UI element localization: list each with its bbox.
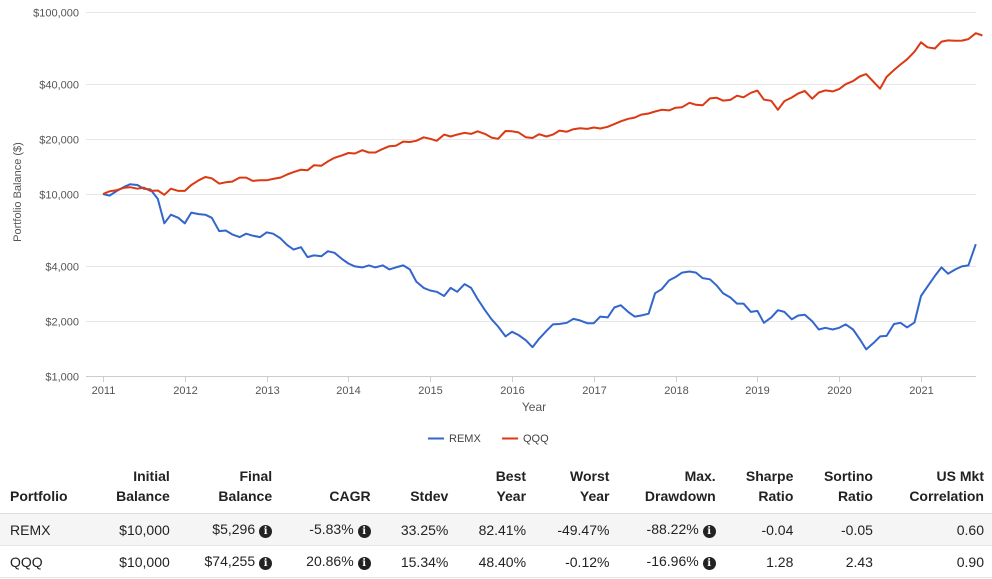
legend-label: REMX <box>449 433 481 445</box>
chart-area: $1,000 $2,000 $4,000 $10,000 $20,000 $40,000 $… <box>12 8 983 445</box>
cell-sortino-ratio: 2.43 <box>801 545 881 578</box>
cell-sortino-ratio: -0.05 <box>801 513 881 546</box>
info-icon[interactable]: i <box>702 557 716 570</box>
y-tick-label: $10,000 <box>39 190 79 202</box>
header-best-year: Best Year <box>456 462 535 514</box>
x-tick-label: 2014 <box>336 385 360 397</box>
cell-max-drawdown: -16.96% i <box>617 545 724 578</box>
y-tick-label: $100,000 <box>33 8 79 20</box>
y-tick-label: $2,000 <box>45 317 79 329</box>
header-max-drawdown: Max. Drawdown <box>617 462 724 514</box>
x-tick-label: 2020 <box>827 385 851 397</box>
x-tick-label: 2011 <box>92 385 116 397</box>
cell-stdev: 15.34% <box>378 545 457 578</box>
info-icon[interactable]: i <box>357 525 371 538</box>
info-icon[interactable]: i <box>702 525 716 538</box>
x-tick-label: 2017 <box>582 385 606 397</box>
cell-initial-balance: $10,000 <box>92 545 178 578</box>
series-lines <box>102 32 983 351</box>
header-portfolio: Portfolio <box>0 462 93 514</box>
cell-final-balance: $74,255 i <box>177 545 281 578</box>
cell-final-balance: $5,296 i <box>177 513 281 546</box>
x-tick-label: 2016 <box>500 385 524 397</box>
x-tick-label: 2018 <box>664 385 688 397</box>
x-tick-label: 2021 <box>909 385 933 397</box>
y-tick-label: $1,000 <box>45 372 79 384</box>
y-tick-label: $20,000 <box>39 135 79 147</box>
y-axis-title: Portfolio Balance ($) <box>12 142 24 242</box>
x-tick-label: 2012 <box>173 385 197 397</box>
legend-item-qqq[interactable]: QQQ <box>502 433 549 445</box>
statistics-table: Portfolio Initial Balance Final Balance CA… <box>0 462 992 578</box>
cell-portfolio: REMX <box>0 513 93 546</box>
header-initial-balance: Initial Balance <box>92 462 178 514</box>
x-axis-title: Year <box>522 400 546 414</box>
table-row: QQQ $10,000 $74,255 i 20.86% i 15.34% 48.4… <box>0 545 992 578</box>
legend-item-remx[interactable]: REMX <box>428 433 481 445</box>
cell-worst-year: -0.12% <box>534 545 618 578</box>
cell-us-mkt-correlation: 0.90 <box>880 545 992 578</box>
cell-sharpe-ratio: -0.04 <box>723 513 802 546</box>
cell-us-mkt-correlation: 0.60 <box>880 513 992 546</box>
x-tick-label: 2013 <box>255 385 279 397</box>
y-tick-label: $4,000 <box>45 262 79 274</box>
portfolio-growth-chart: $1,000 $2,000 $4,000 $10,000 $20,000 $40,000 $… <box>12 8 983 445</box>
y-tick-label: $40,000 <box>39 80 79 92</box>
axes: $1,000 $2,000 $4,000 $10,000 $20,000 $40,000 $… <box>33 8 976 397</box>
grid-lines <box>86 12 976 322</box>
series-line-remx <box>102 183 977 351</box>
cell-worst-year: -49.47% <box>534 513 618 546</box>
cell-max-drawdown: -88.22% i <box>617 513 724 546</box>
legend[interactable]: REMX QQQ <box>428 433 549 445</box>
cell-stdev: 33.25% <box>378 513 457 546</box>
x-tick-label: 2015 <box>418 385 442 397</box>
table-row: REMX $10,000 $5,296 i -5.83% i 33.25% 82.4… <box>0 513 992 546</box>
table-header-row: Portfolio Initial Balance Final Balance CA… <box>0 462 992 514</box>
info-icon[interactable]: i <box>259 557 273 570</box>
cell-best-year: 82.41% <box>456 513 535 546</box>
cell-portfolio: QQQ <box>0 545 93 578</box>
info-icon[interactable]: i <box>259 525 273 538</box>
header-stdev: Stdev <box>378 462 457 514</box>
cell-best-year: 48.40% <box>456 545 535 578</box>
header-sortino-ratio: Sortino Ratio <box>801 462 881 514</box>
header-us-mkt-correlation: US Mkt Correlation <box>880 462 992 514</box>
legend-label: QQQ <box>523 433 549 445</box>
header-cagr: CAGR <box>280 462 379 514</box>
header-sharpe-ratio: Sharpe Ratio <box>723 462 802 514</box>
info-icon[interactable]: i <box>357 557 371 570</box>
cell-initial-balance: $10,000 <box>92 513 178 546</box>
series-line-qqq <box>102 32 983 196</box>
cell-cagr: 20.86% i <box>280 545 379 578</box>
header-worst-year: Worst Year <box>534 462 618 514</box>
cell-cagr: -5.83% i <box>280 513 379 546</box>
cell-sharpe-ratio: 1.28 <box>723 545 802 578</box>
x-tick-label: 2019 <box>745 385 769 397</box>
header-final-balance: Final Balance <box>177 462 281 514</box>
